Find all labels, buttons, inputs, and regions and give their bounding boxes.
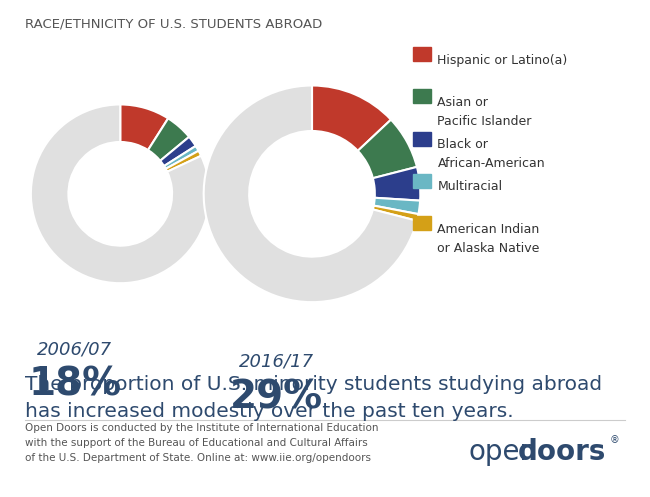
Text: Black or: Black or — [437, 138, 488, 151]
Wedge shape — [358, 120, 417, 178]
Wedge shape — [120, 104, 168, 150]
Wedge shape — [160, 137, 196, 166]
Wedge shape — [373, 167, 421, 201]
Text: ®: ® — [610, 435, 619, 445]
Text: Multiracial: Multiracial — [437, 180, 502, 193]
Wedge shape — [203, 85, 417, 302]
Text: American Indian: American Indian — [437, 223, 540, 236]
Wedge shape — [166, 151, 201, 172]
Wedge shape — [31, 104, 209, 283]
Text: or Alaska Native: or Alaska Native — [437, 242, 540, 254]
Text: Pacific Islander: Pacific Islander — [437, 115, 532, 128]
Text: The proportion of U.S. minority students studying abroad
has increased modestly : The proportion of U.S. minority students… — [25, 375, 602, 421]
Text: doors: doors — [518, 438, 606, 466]
Text: open: open — [468, 438, 537, 466]
Wedge shape — [374, 198, 420, 214]
Text: Open Doors is conducted by the Institute of International Education
with the sup: Open Doors is conducted by the Institute… — [25, 423, 378, 463]
Text: 29%: 29% — [229, 379, 323, 416]
Text: 18%: 18% — [28, 365, 122, 403]
Text: Asian or: Asian or — [437, 96, 488, 109]
Wedge shape — [148, 118, 189, 161]
Wedge shape — [164, 146, 198, 169]
Text: RACE/ETHNICITY OF U.S. STUDENTS ABROAD: RACE/ETHNICITY OF U.S. STUDENTS ABROAD — [25, 17, 322, 30]
Wedge shape — [312, 85, 391, 151]
Text: African-American: African-American — [437, 157, 545, 170]
Wedge shape — [373, 206, 419, 221]
Text: Hispanic or Latino(a): Hispanic or Latino(a) — [437, 54, 567, 67]
Text: 2006/07: 2006/07 — [37, 340, 112, 358]
Text: 2016/17: 2016/17 — [239, 353, 314, 371]
